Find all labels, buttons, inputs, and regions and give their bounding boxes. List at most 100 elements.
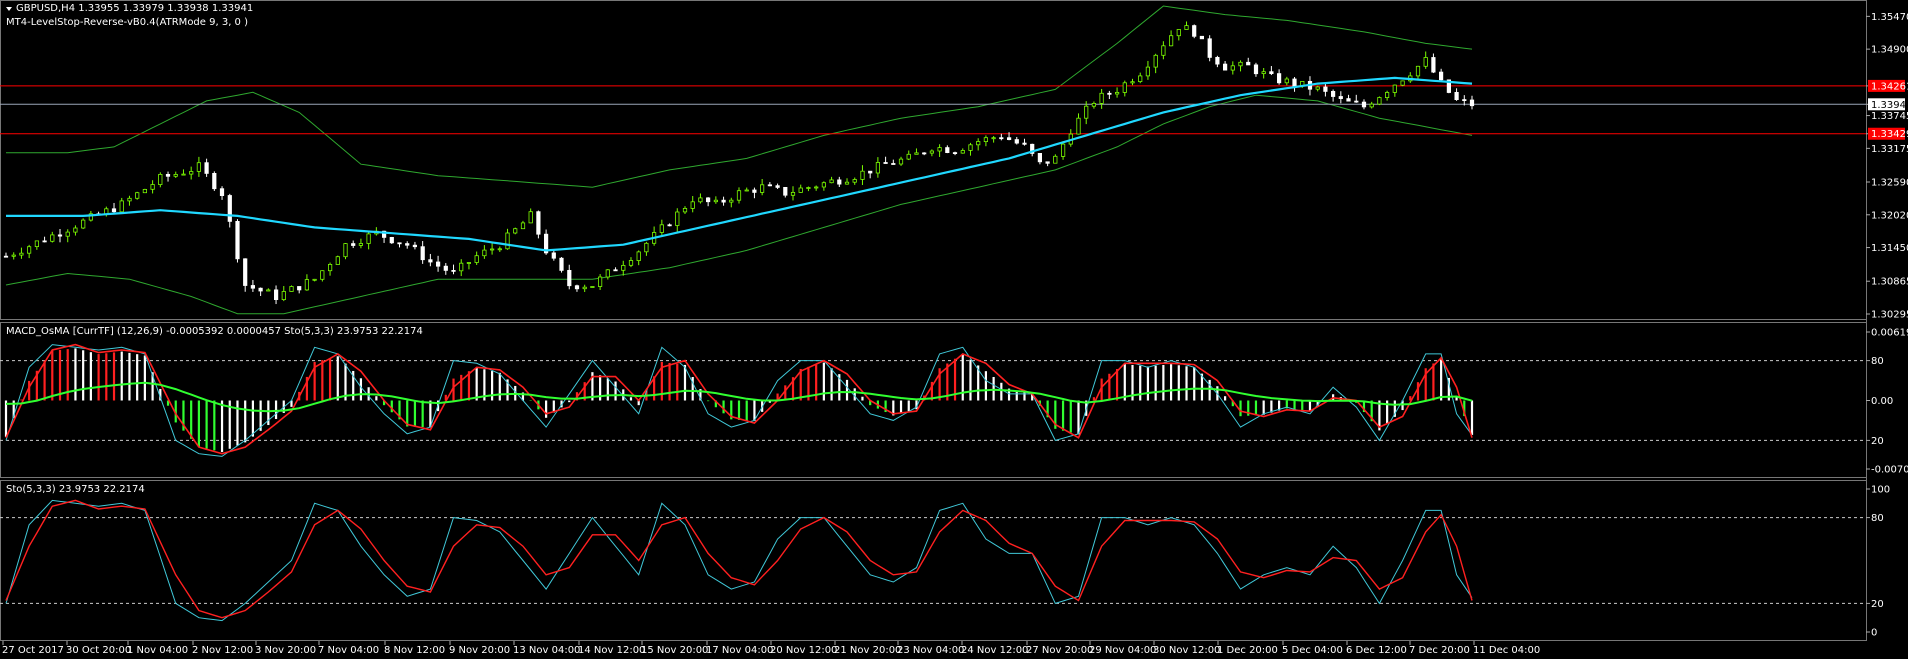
- price-tick-label: 1.32020: [1871, 210, 1908, 221]
- bull-candle: [976, 141, 981, 146]
- bull-candle: [875, 162, 881, 174]
- bull-candle: [713, 199, 719, 203]
- bear-candle: [1338, 96, 1343, 99]
- bull-candle: [520, 222, 526, 230]
- bull-candle: [289, 286, 294, 292]
- time-tick-label: 15 Nov 20:00: [641, 645, 708, 656]
- bull-candle: [459, 262, 464, 272]
- dropdown-arrow-icon[interactable]: [6, 7, 12, 11]
- bear-candle: [1014, 139, 1019, 144]
- bull-candle: [497, 248, 502, 251]
- bear-candle: [219, 188, 225, 196]
- stoch-plot: [0, 499, 1866, 622]
- bull-candle: [736, 190, 742, 201]
- bull-candle: [790, 191, 796, 196]
- bull-candle: [1130, 81, 1135, 84]
- time-tick-label: 2 Nov 12:00: [192, 645, 253, 656]
- bear-candle: [420, 246, 425, 261]
- stoch-tick-label: 0: [1871, 628, 1877, 639]
- bear-candle: [435, 261, 441, 267]
- price-tick-label: 1.30295: [1871, 310, 1908, 321]
- bear-candle: [1030, 143, 1035, 154]
- moving-average-line: [6, 76, 1473, 252]
- bear-candle: [111, 208, 117, 213]
- bear-candle: [1007, 137, 1012, 140]
- bear-candle: [837, 179, 842, 185]
- price-tick-label: 1.31450: [1871, 243, 1908, 254]
- bull-candle: [158, 173, 163, 185]
- bear-candle: [1199, 35, 1204, 40]
- time-tick-label: 8 Nov 12:00: [384, 645, 445, 656]
- bull-candle: [1061, 143, 1066, 157]
- current-price-box: [1868, 98, 1905, 111]
- time-tick-label: 7 Dec 20:00: [1409, 645, 1470, 656]
- price-tick-label: 1.33429: [1871, 129, 1908, 140]
- bear-candle: [1253, 64, 1259, 75]
- main-panel-border: [0, 0, 1867, 320]
- price-tick-label: 1.33745: [1871, 111, 1908, 122]
- bull-candle: [1145, 66, 1150, 77]
- bull-candle: [937, 147, 942, 152]
- bull-candle: [366, 233, 371, 244]
- bear-candle: [42, 240, 47, 243]
- bull-candle: [929, 150, 935, 154]
- bull-candle: [50, 234, 55, 242]
- bull-candle: [1415, 65, 1421, 77]
- time-tick-label: 3 Nov 20:00: [255, 645, 316, 656]
- time-tick-label: 30 Nov 12:00: [1153, 645, 1220, 656]
- macd-tick-label: 0.00: [1871, 396, 1893, 407]
- bull-candle: [1261, 71, 1266, 74]
- price-tick-label: 1.30865: [1871, 277, 1908, 288]
- lower-band-line: [5, 94, 1473, 315]
- bear-candle: [227, 195, 232, 222]
- bear-candle: [297, 286, 302, 291]
- stoch-header: Sto(5,3,3) 23.9753 22.2174: [6, 484, 145, 495]
- bear-candle: [1323, 86, 1328, 92]
- bull-candle: [1184, 25, 1189, 30]
- bull-candle: [1161, 45, 1166, 56]
- bear-candle: [204, 162, 209, 174]
- bull-candle: [991, 137, 996, 140]
- bull-candle: [1315, 86, 1320, 90]
- price-tick-label: 1.33941: [1871, 100, 1908, 111]
- bull-candle: [1176, 29, 1181, 37]
- bull-candle: [1377, 97, 1382, 105]
- time-tick-label: 9 Nov 20:00: [449, 645, 510, 656]
- bear-candle: [1107, 92, 1112, 95]
- bear-candle: [443, 265, 448, 271]
- bull-candle: [127, 197, 132, 202]
- bear-candle: [1207, 38, 1212, 58]
- time-tick-label: 1 Dec 20:00: [1217, 645, 1278, 656]
- bull-candle: [914, 152, 919, 155]
- bull-candle: [281, 291, 286, 301]
- bear-candle: [351, 243, 356, 246]
- bear-candle: [574, 285, 580, 290]
- bull-candle: [19, 252, 24, 256]
- bull-candle: [852, 179, 857, 183]
- macd-tick-label: 80: [1871, 356, 1884, 367]
- bull-candle: [1099, 92, 1104, 104]
- time-tick-label: 1 Nov 04:00: [127, 645, 188, 656]
- macd-stoch-k-line: [5, 344, 1473, 457]
- price-tick-label: 1.35470: [1871, 12, 1908, 23]
- bear-candle: [567, 269, 572, 287]
- time-tick-label: 27 Nov 20:00: [1026, 645, 1093, 656]
- bull-candle: [605, 269, 610, 278]
- signal-line: [5, 381, 1473, 413]
- time-tick-label: 23 Nov 04:00: [897, 645, 964, 656]
- time-tick-label: 17 Nov 04:00: [706, 645, 773, 656]
- bear-candle: [1446, 79, 1451, 93]
- bull-candle: [513, 228, 518, 234]
- macd-stoch-d-line: [5, 343, 1473, 455]
- bear-candle: [389, 236, 394, 244]
- bull-candle: [814, 186, 819, 189]
- bull-candle: [1138, 75, 1143, 83]
- stoch-k-line: [5, 499, 1473, 622]
- bull-candle: [598, 276, 603, 287]
- price-tick-label: 1.33175: [1871, 144, 1908, 155]
- bull-candle: [1400, 80, 1405, 86]
- bull-candle: [729, 199, 734, 203]
- bear-candle: [1192, 25, 1197, 37]
- stoch-d-line: [5, 499, 1473, 619]
